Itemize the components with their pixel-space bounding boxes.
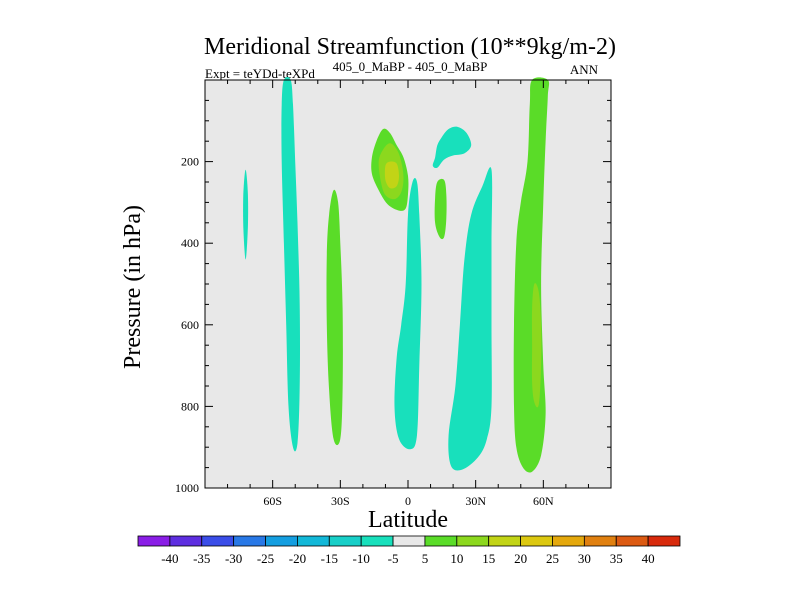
colorbar-box — [424, 535, 458, 547]
colorbar-box — [583, 535, 617, 547]
colorbar-label: -5 — [388, 551, 399, 566]
colorbar-box — [297, 535, 330, 547]
colorbar-label: 20 — [514, 551, 527, 566]
colorbar-label: 35 — [610, 551, 623, 566]
colorbar-box — [137, 535, 171, 547]
region-lime-core-60n — [531, 283, 542, 408]
region-green-column-30s — [326, 189, 343, 446]
colorbar-box — [552, 535, 585, 547]
colorbar-box — [328, 535, 362, 547]
chart-title: Meridional Streamfunction (10**9kg/m-2) — [204, 34, 616, 60]
colorbar-box — [456, 535, 490, 547]
colorbar-label: 30 — [578, 551, 591, 566]
colorbar-label: -35 — [193, 551, 210, 566]
x-axis-label: Latitude — [368, 507, 448, 533]
colorbar-box — [169, 535, 203, 547]
subtitle-right: ANN — [570, 62, 599, 77]
colorbar-box — [647, 535, 681, 547]
colorbar-label: -10 — [353, 551, 370, 566]
colorbar-box — [265, 535, 298, 547]
contour-regions — [243, 76, 550, 473]
y-tick-label: 200 — [181, 155, 199, 169]
colorbar-box — [233, 535, 266, 547]
x-tick-label: 30N — [465, 494, 486, 508]
colorbar-label: -25 — [257, 551, 274, 566]
x-tick-label: 0 — [405, 494, 411, 508]
colorbar-box — [201, 535, 235, 547]
colorbar-box — [520, 535, 553, 547]
y-tick-label: 400 — [181, 236, 199, 250]
colorbar-label: -15 — [321, 551, 338, 566]
colorbar-label: -40 — [161, 551, 178, 566]
region-green-blob-15n — [434, 178, 447, 240]
colorbar-label: 15 — [482, 551, 495, 566]
region-yellow-blob-upper — [384, 161, 399, 189]
colorbar-box — [488, 535, 521, 547]
region-teal-band-upper-right — [432, 126, 472, 169]
colorbar-label: -30 — [225, 551, 242, 566]
y-tick-label: 600 — [181, 318, 199, 332]
x-tick-label: 60N — [533, 494, 554, 508]
region-teal-column-30n — [448, 167, 493, 471]
region-teal-column-60s — [281, 76, 300, 452]
colorbar-box — [392, 535, 426, 547]
y-tick-label: 800 — [181, 399, 199, 413]
y-axis-label: Pressure (in hPa) — [120, 205, 146, 369]
subtitle-center: 405_0_MaBP - 405_0_MaBP — [333, 59, 488, 74]
colorbar-label: -20 — [289, 551, 306, 566]
subtitle-left: Expt = teYDd-teXPd — [205, 66, 315, 81]
colorbar-label: 25 — [546, 551, 559, 566]
colorbar-label: 40 — [642, 551, 655, 566]
x-tick-label: 60S — [263, 494, 282, 508]
colorbar-box — [615, 535, 649, 547]
colorbar-box — [360, 535, 394, 547]
colorbar: -40 -35 -30 -25 -20 -15 -10 -5 5 10 15 20 25 30 35 40 — [137, 535, 681, 566]
colorbar-label: 10 — [450, 551, 463, 566]
colorbar-label: 5 — [422, 551, 429, 566]
region-teal-blob-75s — [243, 169, 249, 260]
region-teal-column-equator — [394, 177, 422, 450]
y-tick-label: 1000 — [175, 481, 199, 495]
x-tick-label: 30S — [331, 494, 350, 508]
axis-ticks: 60S 30S 0 30N 60N 200 400 600 800 1000 — [175, 80, 611, 508]
